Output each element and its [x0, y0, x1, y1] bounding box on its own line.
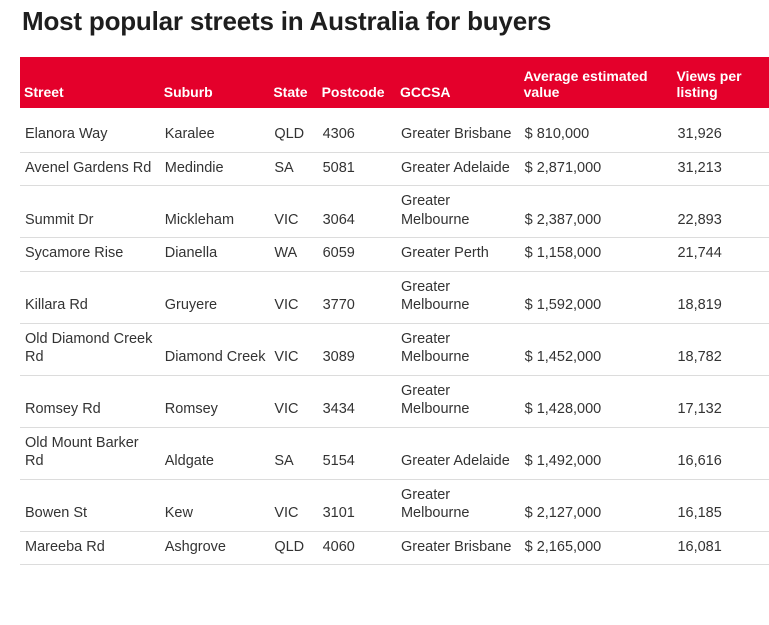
- cell-suburb: Karalee: [164, 126, 215, 142]
- cell-state: SA: [274, 159, 294, 176]
- cell-average-estimated-value: $ 2,165,000: [524, 538, 602, 555]
- cell-state: WA: [274, 245, 298, 261]
- cell-street: Sycamore Rise: [25, 245, 124, 261]
- table-row: Romsey Rd Romsey VIC 3434 Greater Melbourne $…: [20, 375, 769, 427]
- cell-views-per-listing: 18,782: [677, 349, 722, 365]
- cell-suburb: Dianella: [164, 245, 218, 261]
- cell-state: VIC: [274, 505, 299, 521]
- cell-suburb: Ashgrove: [164, 538, 226, 555]
- cell-suburb: Aldgate: [164, 453, 214, 469]
- streets-table: Street Suburb State Postcode GCCSA Avera…: [20, 57, 769, 565]
- cell-views-per-listing: 18,819: [677, 297, 722, 313]
- cell-gccsa: Greater Adelaide: [400, 159, 510, 176]
- table-row: Elanora Way Karalee QLD 4306 Greater Brisban…: [20, 119, 769, 152]
- cell-views-per-listing: 16,081: [677, 538, 722, 555]
- cell-views-per-listing: 16,616: [677, 453, 722, 469]
- table-row: Avenel Gardens Rd Medindie SA 5081 Greater A…: [20, 152, 769, 186]
- cell-gccsa: Greater Brisbane: [400, 126, 512, 142]
- cell-views-per-listing: 31,926: [677, 126, 722, 142]
- cell-state: VIC: [274, 211, 299, 228]
- cell-state: SA: [274, 453, 294, 469]
- cell-postcode: 5154: [322, 453, 355, 469]
- cell-state: QLD: [274, 126, 305, 142]
- cell-state: VIC: [274, 349, 299, 365]
- cell-views-per-listing: 22,893: [677, 211, 722, 228]
- cell-postcode: 4306: [322, 126, 355, 142]
- cell-gccsa: Greater Melbourne: [400, 382, 470, 418]
- cell-suburb: Kew: [164, 505, 193, 521]
- cell-views-per-listing: 16,185: [677, 505, 722, 521]
- cell-postcode: 5081: [322, 159, 355, 176]
- table-row: Summit Dr Mickleham VIC 3064 Greater Melbour…: [20, 186, 769, 238]
- cell-suburb: Gruyere: [164, 297, 218, 313]
- cell-postcode: 3089: [322, 349, 355, 365]
- header-suburb: Suburb: [163, 84, 213, 100]
- header-postcode: Postcode: [321, 84, 385, 100]
- cell-state: VIC: [274, 401, 299, 417]
- cell-gccsa: Greater Brisbane: [400, 538, 512, 555]
- table-row: Old Mount Barker Rd Aldgate SA 5154 Greater …: [20, 427, 769, 479]
- table-row: Bowen St Kew VIC 3101 Greater Melbourne $ 2,1…: [20, 479, 769, 531]
- table-row: Mareeba Rd Ashgrove QLD 4060 Greater Brisban…: [20, 531, 769, 565]
- cell-postcode: 3064: [322, 211, 355, 228]
- cell-postcode: 3101: [322, 505, 355, 521]
- cell-average-estimated-value: $ 2,387,000: [524, 211, 602, 228]
- cell-street: Old Diamond Creek Rd: [25, 330, 153, 366]
- cell-gccsa: Greater Adelaide: [400, 453, 510, 469]
- cell-gccsa: Greater Melbourne: [400, 193, 470, 228]
- cell-postcode: 6059: [322, 245, 355, 261]
- cell-street: Mareeba Rd: [25, 538, 105, 555]
- cell-views-per-listing: 21,744: [677, 245, 722, 261]
- cell-suburb: Diamond Creek: [164, 349, 266, 365]
- header-gccsa: GCCSA: [399, 84, 451, 100]
- cell-state: VIC: [274, 297, 299, 313]
- cell-gccsa: Greater Melbourne: [400, 330, 470, 366]
- cell-suburb: Romsey: [164, 401, 218, 417]
- cell-gccsa: Greater Perth: [400, 245, 489, 261]
- cell-average-estimated-value: $ 1,592,000: [524, 297, 602, 313]
- cell-suburb: Mickleham: [164, 211, 235, 228]
- cell-average-estimated-value: $ 1,452,000: [524, 349, 602, 365]
- cell-postcode: 3434: [322, 401, 355, 417]
- cell-average-estimated-value: $ 2,127,000: [524, 505, 602, 521]
- header-street: Street: [24, 84, 64, 100]
- header-average-estimated-value: Average estimated value: [523, 68, 648, 100]
- cell-gccsa: Greater Melbourne: [400, 486, 470, 522]
- cell-postcode: 3770: [322, 297, 355, 313]
- cell-street: Old Mount Barker Rd: [25, 434, 139, 470]
- table-row: Sycamore Rise Dianella WA 6059 Greater Perth…: [20, 238, 769, 271]
- cell-gccsa: Greater Melbourne: [400, 278, 470, 314]
- cell-street: Killara Rd: [25, 297, 88, 313]
- header-views-per-listing: Views per listing: [676, 68, 742, 100]
- header-state: State: [273, 84, 308, 100]
- page-title: Most popular streets in Australia for bu…: [22, 6, 552, 36]
- table-row: Killara Rd Gruyere VIC 3770 Greater Melbourn…: [20, 271, 769, 323]
- cell-views-per-listing: 17,132: [677, 401, 722, 417]
- cell-average-estimated-value: $ 1,158,000: [524, 245, 602, 261]
- cell-street: Romsey Rd: [25, 401, 101, 417]
- cell-state: QLD: [274, 538, 305, 555]
- cell-average-estimated-value: $ 1,492,000: [524, 453, 602, 469]
- cell-street: Bowen St: [25, 505, 88, 521]
- cell-suburb: Medindie: [164, 159, 224, 176]
- cell-average-estimated-value: $ 1,428,000: [524, 401, 602, 417]
- cell-views-per-listing: 31,213: [677, 159, 722, 176]
- cell-street: Summit Dr: [25, 211, 94, 228]
- cell-street: Avenel Gardens Rd: [25, 159, 152, 176]
- cell-average-estimated-value: $ 810,000: [524, 126, 590, 142]
- table-header-row: Street Suburb State Postcode GCCSA Avera…: [20, 57, 769, 108]
- table-row: Old Diamond Creek Rd Diamond Creek VIC 3089…: [20, 323, 769, 375]
- cell-average-estimated-value: $ 2,871,000: [524, 159, 602, 176]
- cell-postcode: 4060: [322, 538, 355, 555]
- cell-street: Elanora Way: [25, 126, 108, 142]
